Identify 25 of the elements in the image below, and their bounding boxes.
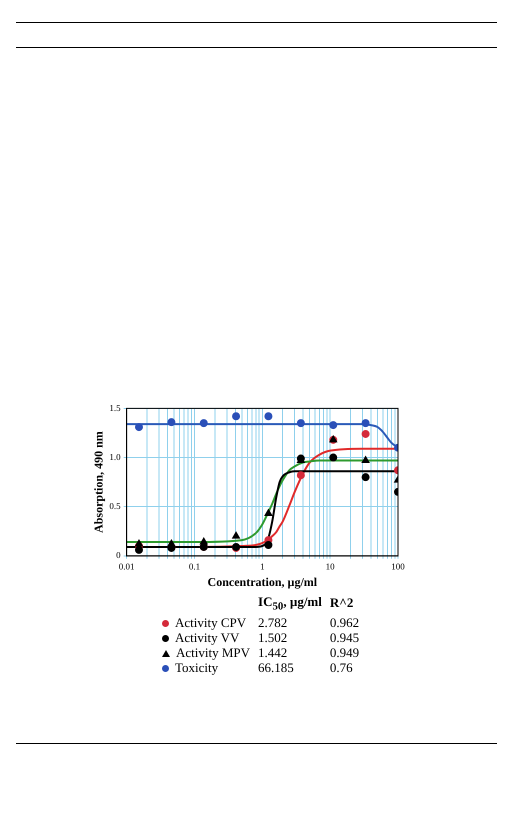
x-tick-label: 0.01: [118, 562, 135, 572]
text: 0.76: [328, 660, 354, 675]
text: 0.962: [328, 614, 360, 630]
legend-label: Activity CPV: [174, 614, 248, 630]
text: 0.949: [328, 644, 360, 660]
y-axis-title: Absorption, 490 nm: [91, 431, 106, 533]
x-tick-label: 1: [260, 562, 265, 572]
text: IC$_{50}$, µg/ml: [257, 594, 323, 615]
text: R^2: [328, 594, 354, 612]
y-tick-label: 1.0: [109, 452, 122, 462]
y-tick-label: 0: [116, 550, 122, 560]
x-axis-title: Concentration, µg/ml: [208, 574, 318, 589]
y-tick-label: 1.5: [109, 402, 122, 413]
x-tick-label: 0.1: [188, 562, 200, 572]
legend-label: Activity MPV: [176, 644, 252, 660]
text: 66.185: [257, 660, 295, 675]
legend-label: Toxicity: [174, 660, 220, 675]
y-tick-label: 0.5: [109, 501, 122, 512]
x-tick-label: 10: [326, 562, 336, 572]
legend-label: Activity VV: [174, 630, 240, 645]
text: 1.442: [257, 644, 288, 660]
text: 2.782: [257, 614, 288, 630]
x-tick-label: 100: [391, 562, 406, 572]
text: 1.502: [257, 630, 288, 645]
text: 0.945: [328, 630, 360, 645]
